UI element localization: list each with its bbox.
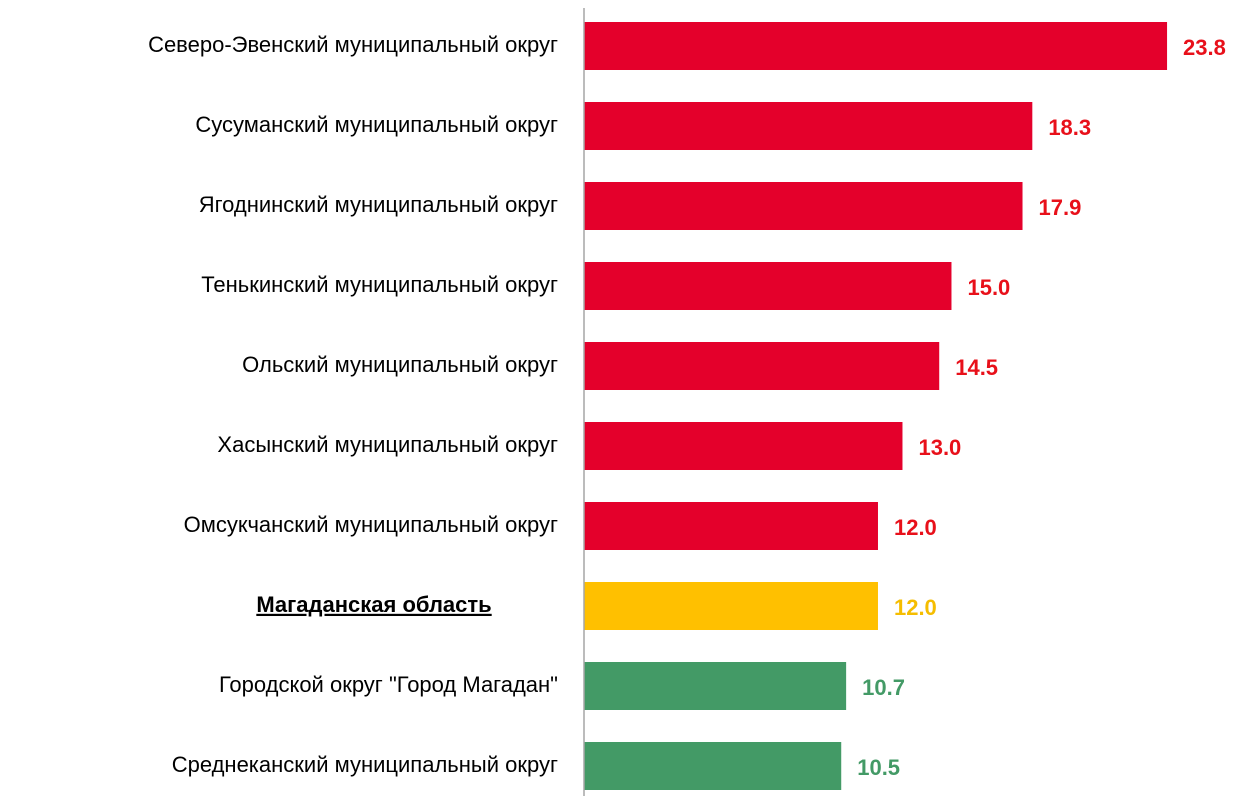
bar — [584, 182, 1023, 230]
bar — [584, 422, 903, 470]
value-label: 23.8 — [1183, 35, 1226, 60]
bar — [584, 582, 878, 630]
bar — [584, 342, 940, 390]
category-label: Омсукчанский муниципальный округ — [184, 512, 558, 537]
bar — [584, 502, 878, 550]
value-label: 12.0 — [894, 515, 937, 540]
category-label: Хасынский муниципальный округ — [217, 432, 558, 457]
value-label: 10.5 — [857, 755, 900, 780]
bar — [584, 742, 842, 790]
category-label: Среднеканский муниципальный округ — [172, 752, 558, 777]
value-label: 10.7 — [862, 675, 905, 700]
value-label: 13.0 — [918, 435, 961, 460]
value-label: 15.0 — [967, 275, 1010, 300]
category-label: Городской округ "Город Магадан" — [219, 672, 558, 697]
category-label: Ольский муниципальный округ — [242, 352, 558, 377]
bar — [584, 102, 1033, 150]
category-label: Магаданская область — [256, 592, 491, 617]
value-label: 14.5 — [955, 355, 998, 380]
category-label: Тенькинский муниципальный округ — [201, 272, 558, 297]
value-label: 12.0 — [894, 595, 937, 620]
bar — [584, 662, 847, 710]
bar — [584, 262, 952, 310]
category-label: Ягоднинский муниципальный округ — [199, 192, 558, 217]
category-label: Сусуманский муниципальный округ — [195, 112, 558, 137]
category-label: Северо-Эвенский муниципальный округ — [148, 32, 558, 57]
value-label: 17.9 — [1039, 195, 1082, 220]
value-label: 18.3 — [1048, 115, 1091, 140]
bar — [584, 22, 1168, 70]
